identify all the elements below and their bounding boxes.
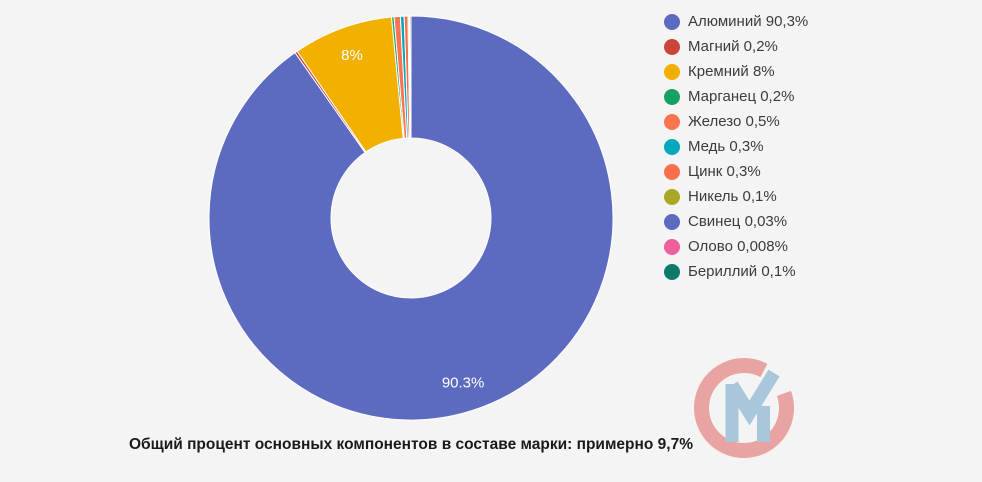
slice-label-Кремний: 8%	[341, 47, 363, 64]
legend-color-dot	[664, 113, 680, 130]
legend-item-Магний[interactable]: Магний 0,2%	[664, 34, 964, 59]
donut-slice-Бериллий[interactable]	[409, 15, 412, 139]
legend-label: Медь 0,3%	[688, 138, 764, 155]
legend-color-dot	[664, 238, 680, 255]
legend-label: Никель 0,1%	[688, 188, 777, 205]
legend-item-Железо[interactable]: Железо 0,5%	[664, 109, 964, 134]
logo-c-ring	[694, 358, 794, 458]
legend-label: Цинк 0,3%	[688, 163, 761, 180]
legend-item-Бериллий[interactable]: Бериллий 0,1%	[664, 259, 964, 284]
legend-color-dot	[664, 213, 680, 230]
legend-label: Олово 0,008%	[688, 238, 788, 255]
legend-item-Медь[interactable]: Медь 0,3%	[664, 134, 964, 159]
chart-caption: Общий процент основных компонентов в сос…	[129, 436, 693, 453]
legend-item-Марганец[interactable]: Марганец 0,2%	[664, 84, 964, 109]
legend-label: Алюминий 90,3%	[688, 13, 809, 30]
legend-item-Свинец[interactable]: Свинец 0,03%	[664, 209, 964, 234]
legend-color-dot	[664, 38, 680, 55]
logo-m-check-icon	[725, 369, 780, 442]
legend-label: Железо 0,5%	[688, 113, 780, 130]
legend-label: Свинец 0,03%	[688, 213, 788, 230]
legend-label: Магний 0,2%	[688, 38, 778, 55]
donut-slice-Алюминий[interactable]	[208, 15, 614, 421]
legend-label: Бериллий 0,1%	[688, 263, 796, 280]
legend-item-Никель[interactable]: Никель 0,1%	[664, 184, 964, 209]
legend-label: Кремний 8%	[688, 63, 775, 80]
legend: Алюминий 90,3% Магний 0,2% Кремний 8% Марга…	[664, 9, 964, 284]
legend-color-dot	[664, 138, 680, 155]
legend-color-dot	[664, 188, 680, 205]
slice-label-Алюминий: 90.3%	[442, 375, 485, 392]
legend-label: Марганец 0,2%	[688, 88, 795, 105]
legend-color-dot	[664, 163, 680, 180]
legend-color-dot	[664, 13, 680, 30]
legend-item-Цинк[interactable]: Цинк 0,3%	[664, 159, 964, 184]
legend-color-dot	[664, 63, 680, 80]
legend-item-Алюминий[interactable]: Алюминий 90,3%	[664, 9, 964, 34]
legend-item-Кремний[interactable]: Кремний 8%	[664, 59, 964, 84]
legend-item-Олово[interactable]: Олово 0,008%	[664, 234, 964, 259]
watermark-logo	[694, 358, 794, 458]
legend-color-dot	[664, 263, 680, 280]
legend-color-dot	[664, 88, 680, 105]
